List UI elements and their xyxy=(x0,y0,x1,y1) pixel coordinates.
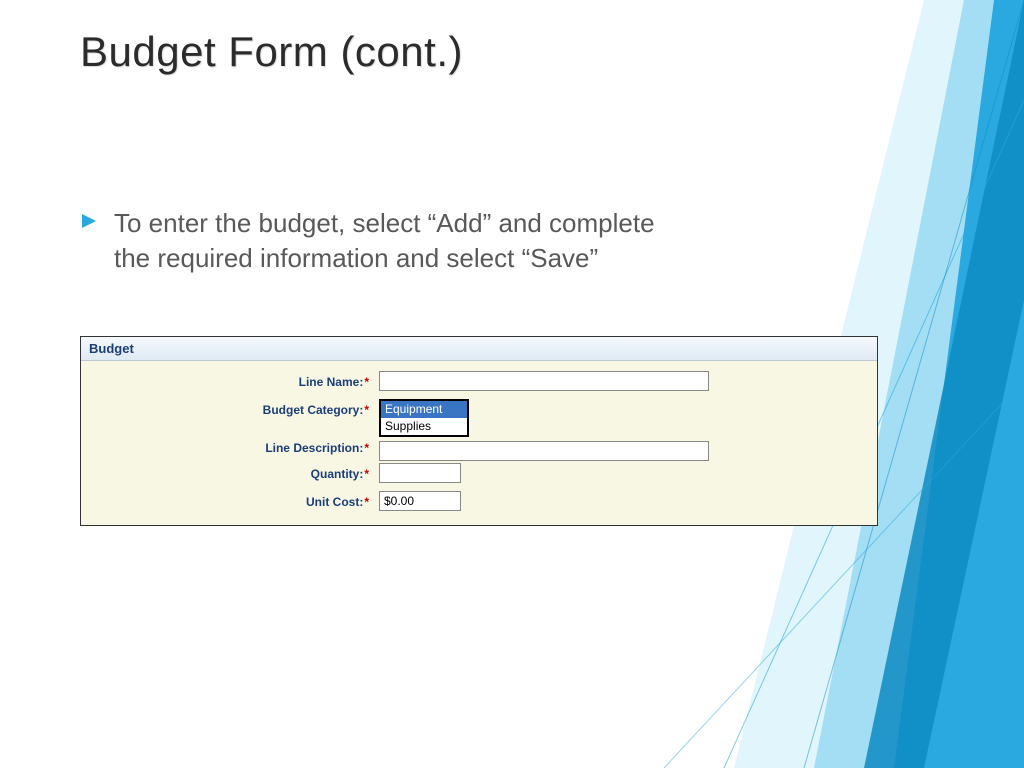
row-line-description: Line Description:* xyxy=(81,429,877,461)
label-unit-cost: Unit Cost:* xyxy=(81,491,371,509)
input-unit-cost[interactable] xyxy=(379,491,461,511)
slide: Budget Form (cont.) To enter the budget,… xyxy=(0,0,1024,768)
slide-content: Budget Form (cont.) To enter the budget,… xyxy=(80,28,900,526)
form-header-title: Budget xyxy=(89,341,134,356)
input-line-description[interactable] xyxy=(379,441,709,461)
label-quantity: Quantity:* xyxy=(81,463,371,481)
bullet-item: To enter the budget, select “Add” and co… xyxy=(80,206,900,276)
label-line-description: Line Description:* xyxy=(81,429,371,455)
row-quantity: Quantity:* xyxy=(81,463,877,489)
label-line-name: Line Name:* xyxy=(81,371,371,389)
row-line-name: Line Name:* xyxy=(81,371,877,397)
input-line-name[interactable] xyxy=(379,371,709,391)
row-unit-cost: Unit Cost:* xyxy=(81,491,877,517)
form-body: Line Name:* Budget Category:* Equipment … xyxy=(81,361,877,525)
budget-form-screenshot: Budget Line Name:* Budget Category:* xyxy=(80,336,878,526)
triangle-bullet-icon xyxy=(80,212,98,230)
input-quantity[interactable] xyxy=(379,463,461,483)
slide-title: Budget Form (cont.) xyxy=(80,28,900,76)
bullet-text: To enter the budget, select “Add” and co… xyxy=(114,206,674,276)
form-header: Budget xyxy=(81,337,877,361)
option-equipment[interactable]: Equipment xyxy=(381,401,467,418)
label-budget-category: Budget Category:* xyxy=(81,399,371,417)
